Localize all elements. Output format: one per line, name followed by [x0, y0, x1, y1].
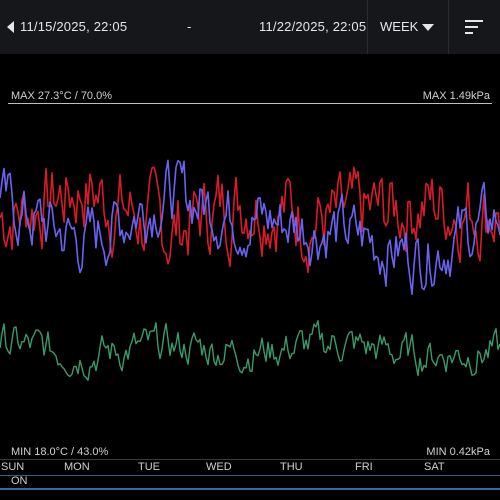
- temperature-line: [0, 166, 500, 274]
- day-label: TUE: [138, 461, 160, 473]
- min-temp-humidity-label: MIN 18.0°C / 43.0%: [11, 446, 109, 458]
- previous-period-button[interactable]: [4, 18, 18, 36]
- caret-left-icon: [7, 21, 14, 33]
- menu-button[interactable]: [449, 0, 500, 54]
- day-axis: SUN MON TUE WED THU FRI SAT: [0, 459, 500, 476]
- day-label: FRI: [355, 461, 373, 473]
- start-datetime[interactable]: 11/15/2025, 22:05: [20, 19, 128, 34]
- max-pressure-label: MAX 1.49kPa: [422, 90, 490, 102]
- day-label: MON: [64, 461, 90, 473]
- divider: [367, 0, 368, 54]
- range-label: WEEK: [380, 19, 419, 34]
- status-bar: ON: [0, 475, 500, 488]
- day-label: SUN: [1, 461, 25, 473]
- top-bar: 11/15/2025, 22:05 - 11/22/2025, 22:05 WE…: [0, 0, 500, 54]
- humidity-line: [0, 159, 500, 296]
- readings-chart: [0, 159, 500, 381]
- min-pressure-label: MIN 0.42kPa: [426, 446, 490, 458]
- day-label: THU: [280, 461, 303, 473]
- range-dropdown[interactable]: WEEK: [368, 0, 448, 54]
- day-label: WED: [206, 461, 232, 473]
- range-separator: -: [187, 19, 192, 34]
- divider: [448, 0, 449, 54]
- max-line: [8, 103, 492, 104]
- pressure-line: [0, 320, 500, 381]
- status-label: ON: [11, 475, 28, 487]
- end-datetime[interactable]: 11/22/2025, 22:05: [259, 19, 367, 34]
- status-line: [0, 488, 500, 490]
- max-temp-humidity-label: MAX 27.3°C / 70.0%: [11, 90, 113, 102]
- day-label: SAT: [424, 461, 445, 473]
- caret-down-icon: [422, 24, 434, 31]
